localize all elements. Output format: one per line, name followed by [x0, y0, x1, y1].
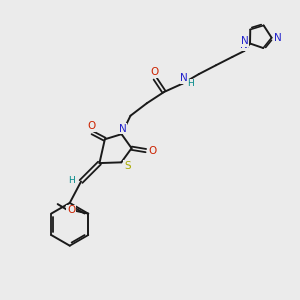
- Text: N: N: [119, 124, 127, 134]
- Text: N: N: [180, 73, 188, 83]
- Text: O: O: [150, 67, 159, 77]
- Text: H: H: [188, 79, 194, 88]
- Text: O: O: [67, 205, 75, 215]
- Text: O: O: [148, 146, 157, 156]
- Text: S: S: [124, 161, 130, 171]
- Text: N: N: [274, 33, 282, 43]
- Text: H: H: [68, 176, 75, 184]
- Text: N: N: [241, 36, 248, 46]
- Text: O: O: [88, 121, 96, 131]
- Text: N: N: [240, 40, 248, 50]
